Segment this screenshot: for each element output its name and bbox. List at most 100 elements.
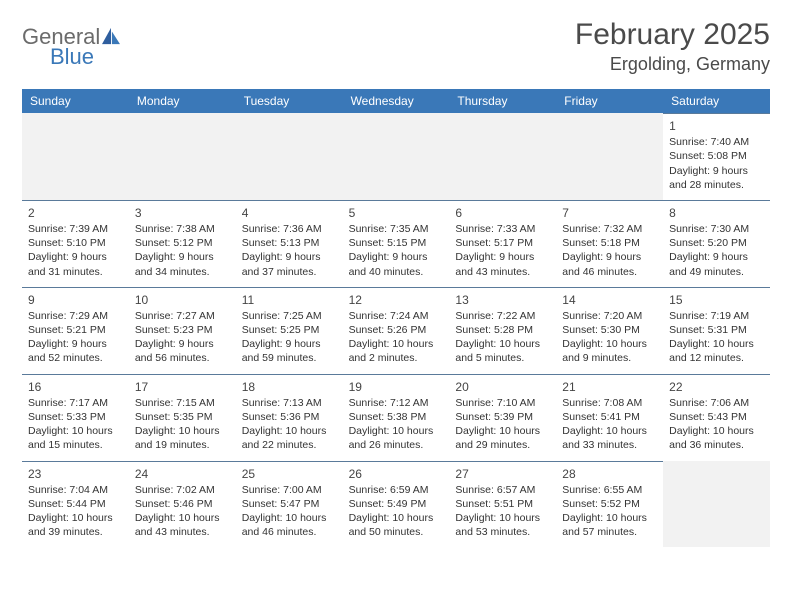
sunset-text: Sunset: 5:08 PM (669, 149, 764, 163)
calendar-cell: 24Sunrise: 7:02 AMSunset: 5:46 PMDayligh… (129, 461, 236, 548)
daylight-text-2: and 40 minutes. (349, 265, 444, 279)
daylight-text-2: and 56 minutes. (135, 351, 230, 365)
calendar-cell: 3Sunrise: 7:38 AMSunset: 5:12 PMDaylight… (129, 200, 236, 287)
calendar-cell: 28Sunrise: 6:55 AMSunset: 5:52 PMDayligh… (556, 461, 663, 548)
calendar-cell-empty (663, 461, 770, 548)
sunset-text: Sunset: 5:31 PM (669, 323, 764, 337)
calendar-cell: 16Sunrise: 7:17 AMSunset: 5:33 PMDayligh… (22, 374, 129, 461)
daylight-text-1: Daylight: 9 hours (455, 250, 550, 264)
calendar-cell: 26Sunrise: 6:59 AMSunset: 5:49 PMDayligh… (343, 461, 450, 548)
day-number: 25 (242, 466, 337, 482)
sunrise-text: Sunrise: 7:08 AM (562, 396, 657, 410)
sunset-text: Sunset: 5:30 PM (562, 323, 657, 337)
calendar-cell: 17Sunrise: 7:15 AMSunset: 5:35 PMDayligh… (129, 374, 236, 461)
calendar-cell: 1Sunrise: 7:40 AMSunset: 5:08 PMDaylight… (663, 113, 770, 200)
location-subtitle: Ergolding, Germany (575, 54, 770, 75)
day-number: 26 (349, 466, 444, 482)
daylight-text-1: Daylight: 10 hours (242, 424, 337, 438)
calendar-cell: 15Sunrise: 7:19 AMSunset: 5:31 PMDayligh… (663, 287, 770, 374)
daylight-text-1: Daylight: 9 hours (669, 250, 764, 264)
calendar-cell: 12Sunrise: 7:24 AMSunset: 5:26 PMDayligh… (343, 287, 450, 374)
sunset-text: Sunset: 5:18 PM (562, 236, 657, 250)
daylight-text-1: Daylight: 10 hours (349, 424, 444, 438)
day-number: 19 (349, 379, 444, 395)
sunset-text: Sunset: 5:41 PM (562, 410, 657, 424)
sunrise-text: Sunrise: 7:27 AM (135, 309, 230, 323)
calendar-cell: 21Sunrise: 7:08 AMSunset: 5:41 PMDayligh… (556, 374, 663, 461)
calendar-cell: 5Sunrise: 7:35 AMSunset: 5:15 PMDaylight… (343, 200, 450, 287)
daylight-text-2: and 19 minutes. (135, 438, 230, 452)
day-number: 18 (242, 379, 337, 395)
calendar-cell: 23Sunrise: 7:04 AMSunset: 5:44 PMDayligh… (22, 461, 129, 548)
sunset-text: Sunset: 5:23 PM (135, 323, 230, 337)
sunrise-text: Sunrise: 7:25 AM (242, 309, 337, 323)
calendar-cell-empty (22, 113, 129, 200)
daylight-text-2: and 39 minutes. (28, 525, 123, 539)
daylight-text-2: and 36 minutes. (669, 438, 764, 452)
day-number: 5 (349, 205, 444, 221)
daylight-text-2: and 37 minutes. (242, 265, 337, 279)
daylight-text-2: and 15 minutes. (28, 438, 123, 452)
sunrise-text: Sunrise: 7:29 AM (28, 309, 123, 323)
day-number: 10 (135, 292, 230, 308)
sunset-text: Sunset: 5:20 PM (669, 236, 764, 250)
daylight-text-2: and 49 minutes. (669, 265, 764, 279)
title-block: February 2025 Ergolding, Germany (575, 18, 770, 75)
daylight-text-2: and 50 minutes. (349, 525, 444, 539)
sunrise-text: Sunrise: 7:30 AM (669, 222, 764, 236)
logo: GeneralBlue (22, 18, 121, 70)
sunset-text: Sunset: 5:25 PM (242, 323, 337, 337)
calendar-cell: 19Sunrise: 7:12 AMSunset: 5:38 PMDayligh… (343, 374, 450, 461)
sunrise-text: Sunrise: 7:35 AM (349, 222, 444, 236)
calendar-grid: SundayMondayTuesdayWednesdayThursdayFrid… (22, 89, 770, 547)
day-header: Sunday (22, 89, 129, 113)
day-header: Monday (129, 89, 236, 113)
sunset-text: Sunset: 5:17 PM (455, 236, 550, 250)
calendar-cell: 18Sunrise: 7:13 AMSunset: 5:36 PMDayligh… (236, 374, 343, 461)
day-number: 4 (242, 205, 337, 221)
daylight-text-2: and 46 minutes. (242, 525, 337, 539)
sunrise-text: Sunrise: 7:04 AM (28, 483, 123, 497)
sunrise-text: Sunrise: 6:55 AM (562, 483, 657, 497)
day-number: 12 (349, 292, 444, 308)
daylight-text-1: Daylight: 9 hours (349, 250, 444, 264)
day-number: 17 (135, 379, 230, 395)
daylight-text-1: Daylight: 10 hours (135, 511, 230, 525)
calendar-cell: 13Sunrise: 7:22 AMSunset: 5:28 PMDayligh… (449, 287, 556, 374)
daylight-text-1: Daylight: 9 hours (28, 337, 123, 351)
daylight-text-2: and 9 minutes. (562, 351, 657, 365)
sunrise-text: Sunrise: 7:32 AM (562, 222, 657, 236)
logo-sail-icon (101, 27, 121, 50)
sunrise-text: Sunrise: 6:57 AM (455, 483, 550, 497)
day-number: 24 (135, 466, 230, 482)
daylight-text-1: Daylight: 10 hours (455, 424, 550, 438)
header: GeneralBlue February 2025 Ergolding, Ger… (22, 18, 770, 75)
sunset-text: Sunset: 5:49 PM (349, 497, 444, 511)
calendar-cell: 4Sunrise: 7:36 AMSunset: 5:13 PMDaylight… (236, 200, 343, 287)
calendar-cell-empty (236, 113, 343, 200)
calendar-cell: 7Sunrise: 7:32 AMSunset: 5:18 PMDaylight… (556, 200, 663, 287)
sunset-text: Sunset: 5:13 PM (242, 236, 337, 250)
calendar-cell-empty (449, 113, 556, 200)
sunrise-text: Sunrise: 7:38 AM (135, 222, 230, 236)
calendar-cell-empty (129, 113, 236, 200)
sunrise-text: Sunrise: 7:33 AM (455, 222, 550, 236)
sunrise-text: Sunrise: 7:00 AM (242, 483, 337, 497)
day-header: Thursday (449, 89, 556, 113)
calendar-cell: 11Sunrise: 7:25 AMSunset: 5:25 PMDayligh… (236, 287, 343, 374)
calendar-cell-empty (556, 113, 663, 200)
daylight-text-2: and 46 minutes. (562, 265, 657, 279)
logo-text-blue: Blue (50, 44, 94, 70)
calendar-cell: 10Sunrise: 7:27 AMSunset: 5:23 PMDayligh… (129, 287, 236, 374)
day-number: 28 (562, 466, 657, 482)
sunset-text: Sunset: 5:10 PM (28, 236, 123, 250)
sunrise-text: Sunrise: 7:06 AM (669, 396, 764, 410)
calendar-cell: 8Sunrise: 7:30 AMSunset: 5:20 PMDaylight… (663, 200, 770, 287)
daylight-text-1: Daylight: 10 hours (28, 511, 123, 525)
calendar-cell: 27Sunrise: 6:57 AMSunset: 5:51 PMDayligh… (449, 461, 556, 548)
daylight-text-1: Daylight: 10 hours (349, 511, 444, 525)
daylight-text-1: Daylight: 9 hours (242, 337, 337, 351)
sunrise-text: Sunrise: 7:13 AM (242, 396, 337, 410)
calendar-cell: 9Sunrise: 7:29 AMSunset: 5:21 PMDaylight… (22, 287, 129, 374)
day-number: 21 (562, 379, 657, 395)
